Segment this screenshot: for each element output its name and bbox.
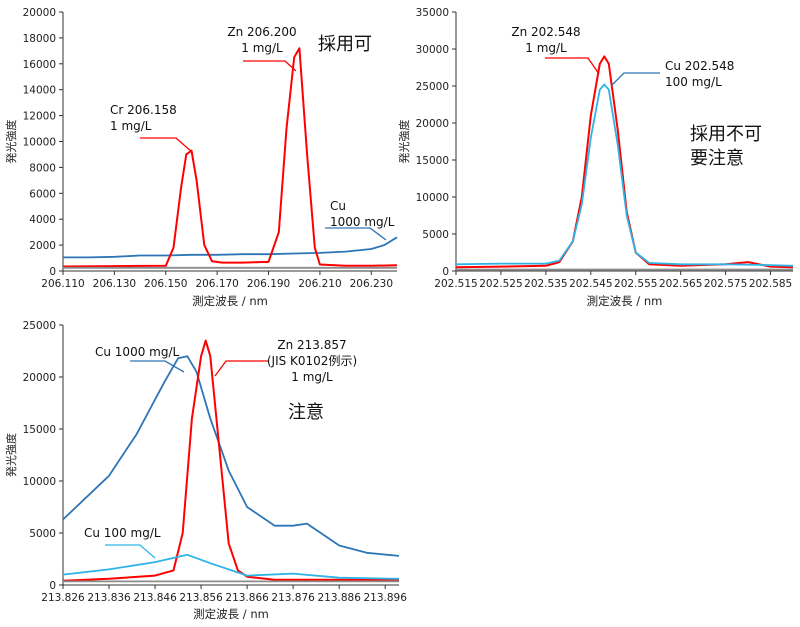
annotation-leader xyxy=(130,360,185,373)
annotation-label: 要注意 xyxy=(690,148,744,169)
y-tick-label: 12000 xyxy=(23,111,56,123)
annotation-label: 1 mg/L xyxy=(110,119,152,133)
x-tick-label: 213.846 xyxy=(133,592,177,604)
y-tick-label: 15000 xyxy=(416,155,449,167)
y-tick-label: 10000 xyxy=(416,192,449,204)
x-axis-label: 測定波長 / nm xyxy=(192,294,268,308)
y-tick-label: 18000 xyxy=(23,33,56,45)
x-tick-label: 202.555 xyxy=(614,278,657,290)
chart-1: 0 2000 4000 6000 8000 10000 12000 14000 16000 180… xyxy=(4,7,398,308)
x-tick-label: 206.230 xyxy=(350,278,393,290)
annotation-label: Cu xyxy=(330,199,346,213)
y-axis-label: 発光強度 xyxy=(4,120,18,164)
x-tick-label: 206.170 xyxy=(195,278,238,290)
y-tick-label: 5000 xyxy=(422,229,449,241)
y-tick-label: 0 xyxy=(49,580,56,592)
y-tick-label: 15000 xyxy=(23,424,56,436)
x-tick-label: 206.190 xyxy=(247,278,290,290)
y-tick-label: 10000 xyxy=(23,137,56,149)
y-tick-label: 0 xyxy=(442,266,449,278)
y-tick-label: 4000 xyxy=(29,214,56,226)
annotation-leader xyxy=(105,544,156,559)
y-tick-label: 20000 xyxy=(416,118,449,130)
x-axis-label: 測定波長 / nm xyxy=(587,294,663,308)
annotation-leader xyxy=(243,60,297,72)
annotation-leader xyxy=(545,57,600,75)
y-tick-label: 10000 xyxy=(23,476,56,488)
annotation-label: Cr 206.158 xyxy=(110,103,177,117)
series-line-2 xyxy=(455,83,794,267)
series-line-1 xyxy=(62,355,400,557)
annotation-label: 1 mg/L xyxy=(525,41,567,55)
x-tick-label: 213.886 xyxy=(317,592,361,604)
x-tick-label: 213.856 xyxy=(179,592,223,604)
x-tick-label: 213.836 xyxy=(87,592,131,604)
y-tick-label: 0 xyxy=(49,266,56,278)
annotation-label: 採用不可 xyxy=(690,124,762,145)
series-line-2 xyxy=(62,339,399,582)
annotation-label: 注意 xyxy=(288,402,324,423)
y-tick-label: 5000 xyxy=(29,528,56,540)
x-tick-label: 202.535 xyxy=(524,278,567,290)
annotation-label: (JIS K0102例示) xyxy=(267,354,357,368)
annotation-label: 採用可 xyxy=(318,34,372,55)
x-tick-label: 206.150 xyxy=(144,278,187,290)
series-line-2 xyxy=(62,47,398,268)
x-tick-label: 206.210 xyxy=(298,278,341,290)
annotation-label: Zn 202.548 xyxy=(511,25,580,39)
annotation-label: Zn 206.200 xyxy=(227,25,296,39)
x-tick-label: 206.110 xyxy=(41,278,84,290)
annotation-label: Cu 202.548 xyxy=(665,59,734,73)
annotation-label: Cu 1000 mg/L xyxy=(95,345,180,359)
annotation-leader xyxy=(140,137,193,153)
x-tick-label: 202.525 xyxy=(479,278,522,290)
x-tick-label: 213.876 xyxy=(271,592,315,604)
annotation-label: 1 mg/L xyxy=(291,370,333,384)
x-tick-label: 202.575 xyxy=(704,278,747,290)
annotation-label: Cu 100 mg/L xyxy=(84,526,161,540)
y-tick-label: 20000 xyxy=(23,372,56,384)
annotation-label: 100 mg/L xyxy=(665,75,722,89)
x-tick-label: 213.866 xyxy=(225,592,269,604)
y-tick-label: 8000 xyxy=(29,162,56,174)
y-tick-label: 30000 xyxy=(416,44,449,56)
annotation-label: 1000 mg/L xyxy=(330,215,395,229)
y-tick-label: 25000 xyxy=(416,81,449,93)
x-tick-label: 202.515 xyxy=(434,278,477,290)
annotation-leader xyxy=(214,360,268,377)
series-line-1 xyxy=(63,236,398,259)
y-tick-label: 25000 xyxy=(23,320,56,332)
annotation-label: 1 mg/L xyxy=(241,41,283,55)
series-line-3 xyxy=(62,553,400,580)
y-tick-label: 2000 xyxy=(29,240,56,252)
annotation-leader xyxy=(325,227,387,241)
y-tick-label: 14000 xyxy=(23,85,56,97)
y-tick-label: 6000 xyxy=(29,188,56,200)
annotation-label: Zn 213.857 xyxy=(277,338,346,352)
x-tick-label: 213.896 xyxy=(363,592,407,604)
x-tick-label: 213.826 xyxy=(41,592,85,604)
x-tick-label: 202.565 xyxy=(659,278,702,290)
x-tick-label: 202.545 xyxy=(569,278,612,290)
y-axis-label: 発光強度 xyxy=(4,433,18,477)
x-tick-label: 202.585 xyxy=(749,278,792,290)
chart-2: 0 5000 10000 15000 20000 25000 30000 35000 202.5… xyxy=(397,7,794,308)
y-tick-label: 20000 xyxy=(23,7,56,19)
x-tick-label: 206.130 xyxy=(93,278,136,290)
y-tick-label: 16000 xyxy=(23,59,56,71)
x-axis-label: 測定波長 / nm xyxy=(193,607,269,621)
y-tick-label: 35000 xyxy=(416,7,449,19)
y-axis-label: 発光強度 xyxy=(397,120,411,164)
annotation-leader xyxy=(610,72,660,87)
